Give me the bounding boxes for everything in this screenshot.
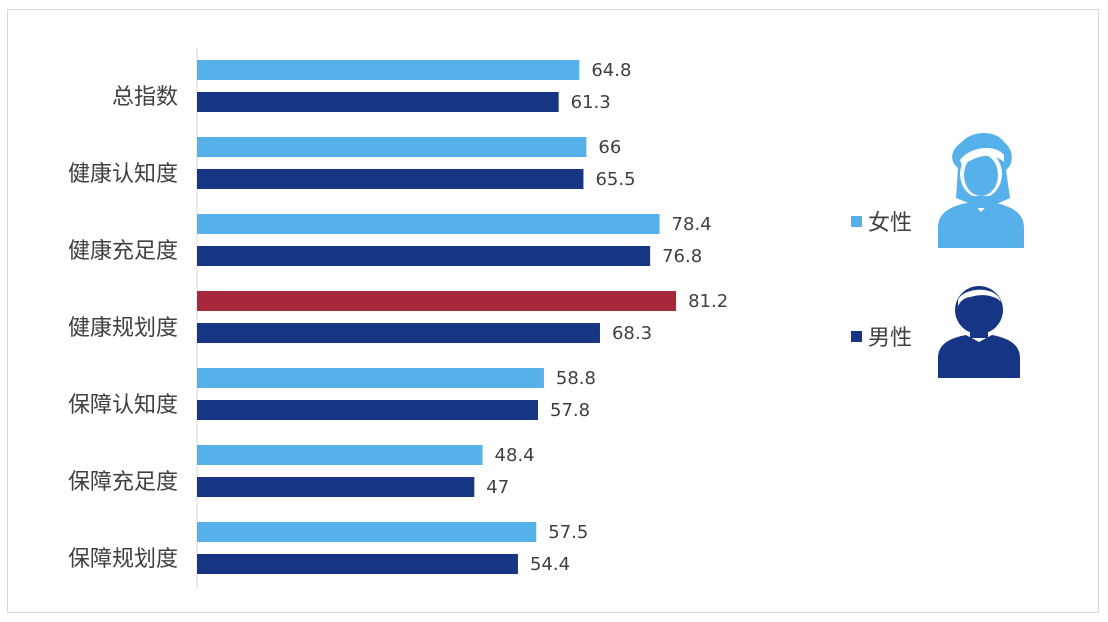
male-bar xyxy=(197,554,518,574)
category-label: 保障规划度 xyxy=(68,547,178,572)
category-label: 健康认知度 xyxy=(68,162,178,187)
value-label: 76.8 xyxy=(662,246,702,267)
value-label: 68.3 xyxy=(612,323,652,344)
male-bar xyxy=(197,169,584,189)
male-bar xyxy=(197,246,651,266)
bars xyxy=(197,60,677,574)
category-label: 保障充足度 xyxy=(68,470,178,495)
legend-item-male: 男性 xyxy=(851,326,912,351)
value-label: 57.8 xyxy=(550,400,590,421)
value-label: 65.5 xyxy=(595,169,635,190)
category-label: 总指数 xyxy=(112,85,178,110)
female-bar xyxy=(197,137,587,157)
female-person-icon xyxy=(938,133,1024,248)
female-bar xyxy=(197,368,544,388)
male-bar xyxy=(197,323,600,343)
category-label: 健康规划度 xyxy=(68,316,178,341)
male-bar xyxy=(197,477,475,497)
value-label: 61.3 xyxy=(571,92,611,113)
value-label: 57.5 xyxy=(548,522,588,543)
legend-label-female: 女性 xyxy=(868,211,912,236)
legend-swatch-male xyxy=(851,331,862,342)
category-label: 保障认知度 xyxy=(68,393,178,418)
value-label: 54.4 xyxy=(530,554,570,575)
legend-label-male: 男性 xyxy=(868,326,912,351)
value-label: 66 xyxy=(598,137,621,158)
legend-item-female: 女性 xyxy=(851,211,912,236)
female-bar xyxy=(197,522,537,542)
value-label: 81.2 xyxy=(688,291,728,312)
value-label: 64.8 xyxy=(591,60,631,81)
male-bar xyxy=(197,92,559,112)
female-bar xyxy=(197,214,660,234)
category-label: 健康充足度 xyxy=(68,239,178,264)
value-label: 78.4 xyxy=(672,214,712,235)
value-label: 58.8 xyxy=(556,368,596,389)
value-label: 48.4 xyxy=(495,445,535,466)
legend: 女性 男性 xyxy=(851,133,1024,378)
legend-swatch-female xyxy=(851,216,862,227)
value-labels: 64.8 61.3 66 65.5 78.4 76.8 81.2 68.3 58.8 57.8 48… xyxy=(486,60,728,575)
female-bar xyxy=(197,60,580,80)
value-label: 47 xyxy=(486,477,509,498)
male-person-icon xyxy=(938,286,1020,378)
female-bar xyxy=(197,445,483,465)
female-bar xyxy=(197,291,677,311)
male-bar xyxy=(197,400,539,420)
